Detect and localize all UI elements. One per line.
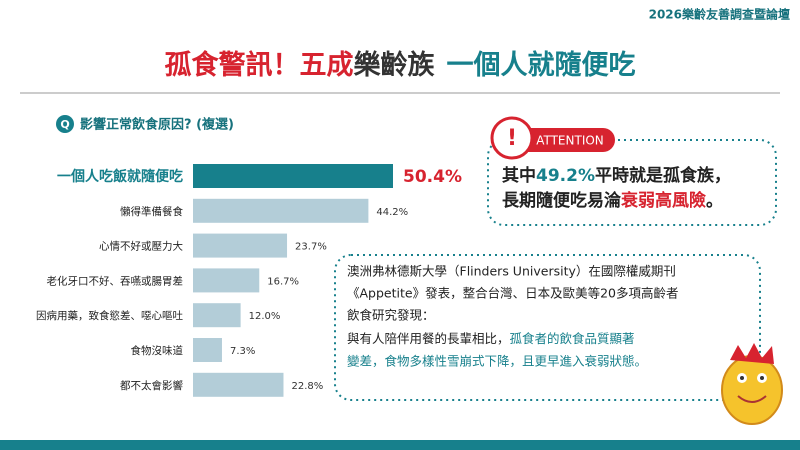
note-line: 與有人陪伴用餐的長輩相比，孤食者的飲食品質顯著: [347, 331, 635, 346]
category-label: 食物沒味道: [131, 344, 184, 357]
bar: [193, 372, 284, 397]
title-part: 孤食警訊！五成: [165, 49, 354, 81]
value-label: 23.7%: [295, 242, 327, 253]
category-label: 心情不好或壓力大: [99, 240, 183, 253]
chart-title: 影響正常飲食原因? (複選): [80, 117, 234, 133]
bar: [193, 164, 393, 188]
text-part: 49.2%: [536, 166, 595, 186]
note-line: 澳洲弗林德斯大學（Flinders University）在國際權威期刊: [347, 264, 676, 279]
q-icon: [56, 115, 74, 133]
text-part: 其中: [502, 165, 536, 186]
bar: [193, 303, 241, 328]
value-label: 50.4%: [403, 167, 462, 187]
note-box: [334, 254, 761, 401]
value-label: 44.2%: [376, 207, 408, 218]
note-line: 《Appetite》發表，整合台灣、日本及歐美等20多項高齡者: [347, 286, 678, 301]
text-part: 長期隨便吃易淪: [502, 190, 622, 211]
category-label: 一個人吃飯就隨便吃: [57, 168, 183, 185]
bar: [193, 268, 260, 293]
value-label: 12.0%: [249, 311, 281, 322]
attention-tag-text: ATTENTION: [536, 134, 604, 148]
title-part: 樂齡族: [354, 49, 436, 81]
attention-line: 長期隨便吃易淪衰弱高風險。: [502, 190, 723, 211]
alert-mark: !: [507, 126, 517, 151]
bar: [193, 233, 288, 258]
value-label: 7.3%: [230, 346, 255, 357]
mascot: [721, 343, 783, 425]
text-part: 孤食者的飲食品質顯著: [510, 331, 635, 346]
bar: [193, 198, 369, 223]
event-name: 2026樂齡友善調查暨論壇: [649, 7, 790, 22]
bar: [193, 338, 222, 362]
category-label: 因病用藥，致食慾差、噁心嘔吐: [36, 309, 183, 322]
alert-icon: [490, 116, 534, 160]
text-part: 平時就是孤食族，: [595, 165, 731, 186]
bar-chart: 50.4% 一個人吃飯就隨便吃 44.2% 懶得準備餐食 23.7% 心情不好或壓力大 16…: [36, 164, 462, 397]
slide-title: 孤食警訊！五成樂齡族 一個人就隨便吃: [165, 49, 636, 81]
value-label: 16.7%: [267, 276, 299, 287]
attention-line: 其中49.2%平時就是孤食族，: [502, 165, 731, 186]
text-part: 。: [706, 191, 723, 211]
attention-box: [487, 139, 777, 226]
q-letter: Q: [60, 118, 69, 131]
category-label: 懶得準備餐食: [120, 205, 183, 218]
attention-tag: [515, 128, 615, 152]
text-part: 衰弱高風險: [620, 190, 706, 211]
category-label: 都不太會影響: [120, 379, 183, 392]
text-part: 與有人陪伴用餐的長輩相比，: [347, 331, 510, 346]
note-line: 飲食研究發現：: [347, 308, 435, 323]
title-part: 一個人就隨便吃: [447, 50, 636, 81]
footer-strip: [0, 440, 800, 450]
note-line: 變差，食物多樣性雪崩式下降，且更早進入衰弱狀態。: [347, 354, 647, 369]
category-label: 老化牙口不好、吞嚥或腸胃差: [47, 274, 184, 287]
value-label: 22.8%: [291, 381, 323, 392]
